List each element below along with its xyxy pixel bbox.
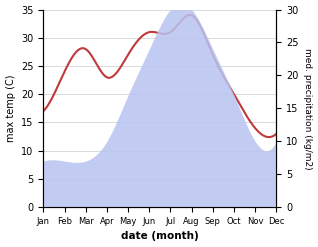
- X-axis label: date (month): date (month): [121, 231, 199, 242]
- Y-axis label: max temp (C): max temp (C): [5, 75, 16, 142]
- Y-axis label: med. precipitation (kg/m2): med. precipitation (kg/m2): [303, 48, 313, 169]
